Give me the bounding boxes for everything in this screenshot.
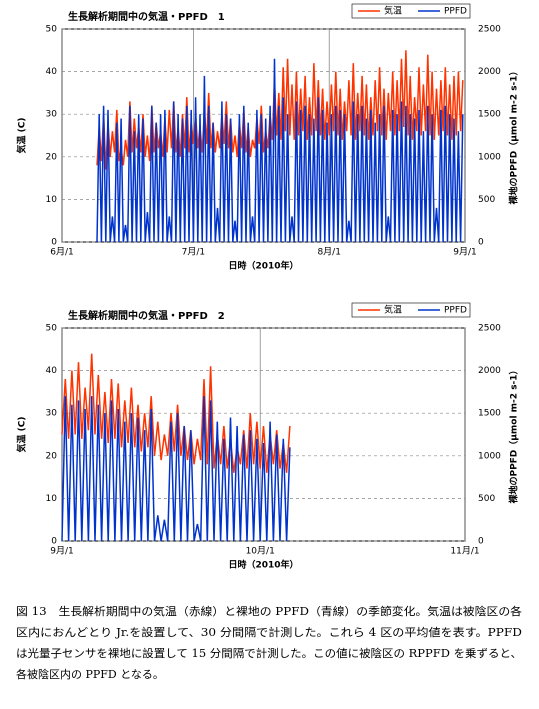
x-tick-label: 8月/1: [317, 247, 341, 258]
series-line: [96, 58, 464, 243]
chart-title: 生長解析期間中の気温・PPFD 2: [68, 309, 225, 322]
y-tick-label: 0: [51, 537, 57, 547]
chart-title: 生長解析期間中の気温・PPFD 1: [68, 10, 225, 23]
y-tick-label: 30: [46, 110, 58, 120]
x-tick-label: 7月/1: [182, 247, 206, 258]
series-line: [96, 50, 464, 170]
y-tick-label: 40: [46, 67, 58, 77]
x-tick-label: 6月/1: [50, 247, 74, 258]
y2-tick-label: 1500: [478, 409, 501, 419]
x-tick-label: 9月/1: [50, 546, 74, 557]
x-axis-label: 日時（2010年）: [228, 260, 298, 272]
y2-tick-label: 1000: [478, 152, 501, 162]
y2-tick-label: 2500: [478, 324, 501, 334]
y-tick-label: 30: [46, 409, 58, 419]
y-tick-label: 0: [51, 238, 57, 248]
legend-label: PPFD: [444, 7, 467, 17]
y2-tick-label: 2000: [478, 67, 501, 77]
y-tick-label: 50: [46, 324, 58, 334]
caption-line: 各被陰区内の PPFD となる。: [16, 667, 164, 681]
series-line: [61, 353, 291, 473]
y-tick-label: 40: [46, 366, 58, 376]
legend-label: 気温: [384, 304, 402, 316]
y-tick-label: 20: [46, 451, 58, 461]
y2-tick-label: 1000: [478, 451, 501, 461]
x-tick-label: 11月/1: [450, 546, 479, 557]
y2-axis-label: 裸地のPPFD（μmol m-2 s-1）: [508, 365, 520, 503]
y2-tick-label: 2000: [478, 366, 501, 376]
y-tick-label: 10: [46, 195, 58, 205]
y-tick-label: 50: [46, 25, 58, 35]
y2-tick-label: 500: [478, 494, 495, 504]
x-tick-label: 9月/1: [453, 247, 477, 258]
y2-tick-label: 500: [478, 195, 495, 205]
y2-axis-label: 裸地のPPFD（μmol m-2 s-1）: [508, 66, 520, 204]
legend-label: 気温: [384, 5, 402, 17]
legend-label: PPFD: [444, 306, 467, 316]
legend-box: [351, 3, 471, 19]
caption-line: 区内におんどとり Jr.を設置して、30 分間隔で計測した。これら 4 区の平均…: [16, 625, 522, 639]
x-axis-label: 日時（2010年）: [228, 559, 298, 571]
y-tick-label: 20: [46, 152, 58, 162]
y2-tick-label: 0: [478, 537, 484, 547]
y-tick-label: 10: [46, 494, 58, 504]
y2-tick-label: 1500: [478, 110, 501, 120]
x-tick-label: 10月/1: [246, 546, 275, 557]
y-axis-label: 気温 (C): [16, 118, 28, 154]
y2-tick-label: 2500: [478, 25, 501, 35]
caption-line: 図 13 生長解析期間中の気温（赤線）と裸地の PPFD（青線）の季節変化。気温…: [16, 604, 522, 618]
series-line: [61, 396, 291, 542]
legend-box: [351, 302, 471, 318]
y2-tick-label: 0: [478, 238, 484, 248]
caption-line: は光量子センサを裸地に設置して 15 分間隔で計測した。この値に被陰区の RPP…: [16, 646, 522, 660]
y-axis-label: 気温 (C): [16, 417, 28, 453]
